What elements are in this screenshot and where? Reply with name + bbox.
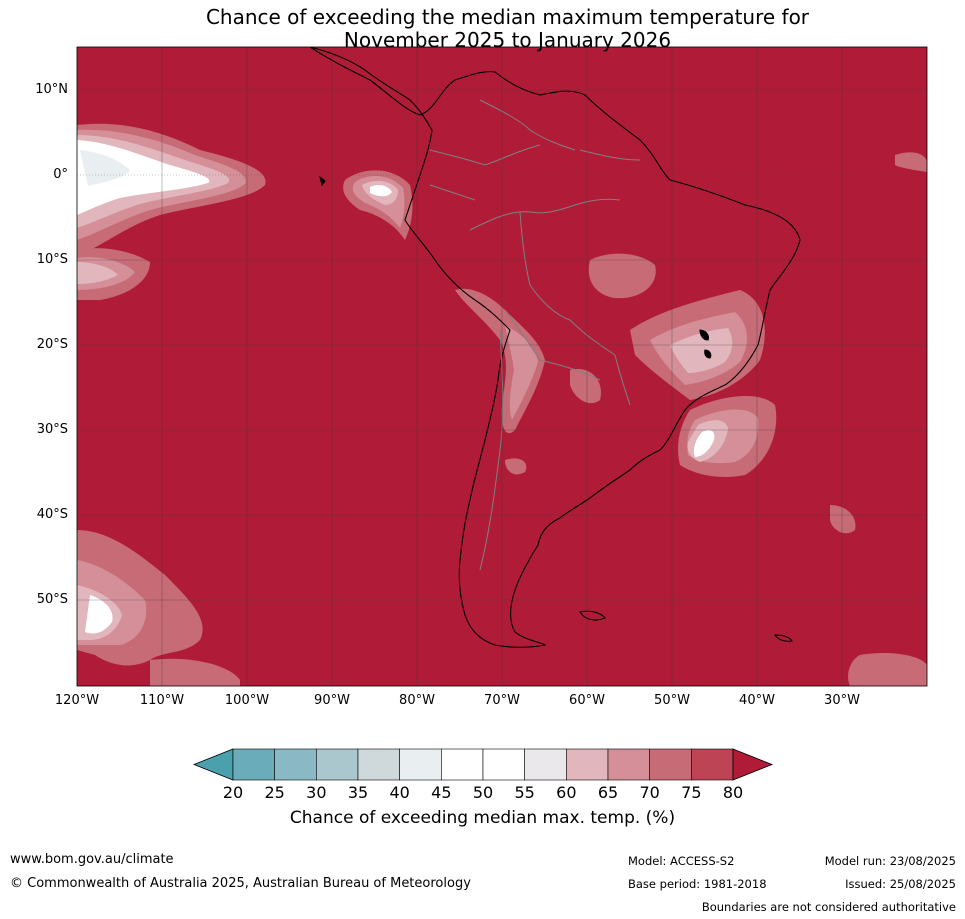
colorbar-tick-label: 70 bbox=[639, 783, 660, 802]
lon-label-60w: 60°W bbox=[569, 693, 605, 708]
footer-base-period: Base period: 1981-2018 bbox=[628, 877, 767, 891]
colorbar-tick-label: 55 bbox=[514, 783, 535, 802]
colorbar-tick-label: 80 bbox=[722, 783, 744, 802]
lon-label-100w: 100°W bbox=[224, 693, 270, 708]
probability-contours bbox=[77, 123, 927, 686]
map-frame bbox=[76, 46, 928, 687]
lon-label-120w: 120°W bbox=[54, 693, 100, 708]
colorbar-tick-label: 65 bbox=[597, 783, 619, 802]
graticule bbox=[77, 47, 927, 686]
lat-label-50s: 50°S bbox=[36, 592, 68, 607]
colorbar-tick-label: 30 bbox=[306, 783, 327, 802]
colorbar-label: Chance of exceeding median max. temp. (%… bbox=[289, 808, 676, 828]
lon-label-70w: 70°W bbox=[484, 693, 520, 708]
colorbar-tick-label: 45 bbox=[431, 783, 452, 802]
lon-label-110w: 110°W bbox=[139, 693, 185, 708]
colorbar-tick-label: 35 bbox=[347, 783, 369, 802]
lon-label-80w: 80°W bbox=[399, 693, 435, 708]
footer-issued: Issued: 25/08/2025 bbox=[845, 877, 956, 891]
footer-copyright: © Commonwealth of Australia 2025, Austra… bbox=[10, 876, 471, 891]
colorbar-tick-label: 50 bbox=[472, 783, 494, 802]
chart-title-line-1: Chance of exceeding the median maximum t… bbox=[205, 5, 810, 29]
footer-model-run: Model run: 23/08/2025 bbox=[824, 854, 956, 868]
lat-label-10s: 10°S bbox=[36, 252, 68, 267]
colorbar-tick-label: 75 bbox=[681, 783, 702, 802]
lat-label-0: 0° bbox=[53, 167, 68, 182]
footer-disclaimer: Boundaries are not considered authoritat… bbox=[701, 900, 956, 914]
colorbar-tick-label: 20 bbox=[222, 783, 244, 802]
chart-title-line-2: November 2025 to January 2026 bbox=[343, 28, 672, 52]
country-borders bbox=[429, 99, 641, 571]
footer-website: www.bom.gov.au/climate bbox=[10, 852, 174, 867]
colorbar-tick-label: 25 bbox=[264, 783, 285, 802]
lon-label-50w: 50°W bbox=[654, 693, 690, 708]
lat-label-30s: 30°S bbox=[36, 422, 68, 437]
colorbar-tick-label: 40 bbox=[389, 783, 410, 802]
lon-label-40w: 40°W bbox=[739, 693, 775, 708]
lat-label-10n: 10°N bbox=[35, 82, 68, 97]
lon-label-90w: 90°W bbox=[314, 693, 350, 708]
colorbar-tick-label: 60 bbox=[556, 783, 577, 802]
lon-label-30w: 30°W bbox=[824, 693, 860, 708]
lat-label-20s: 20°S bbox=[36, 337, 68, 352]
lat-label-40s: 40°S bbox=[36, 507, 68, 522]
footer-model: Model: ACCESS-S2 bbox=[628, 854, 735, 868]
